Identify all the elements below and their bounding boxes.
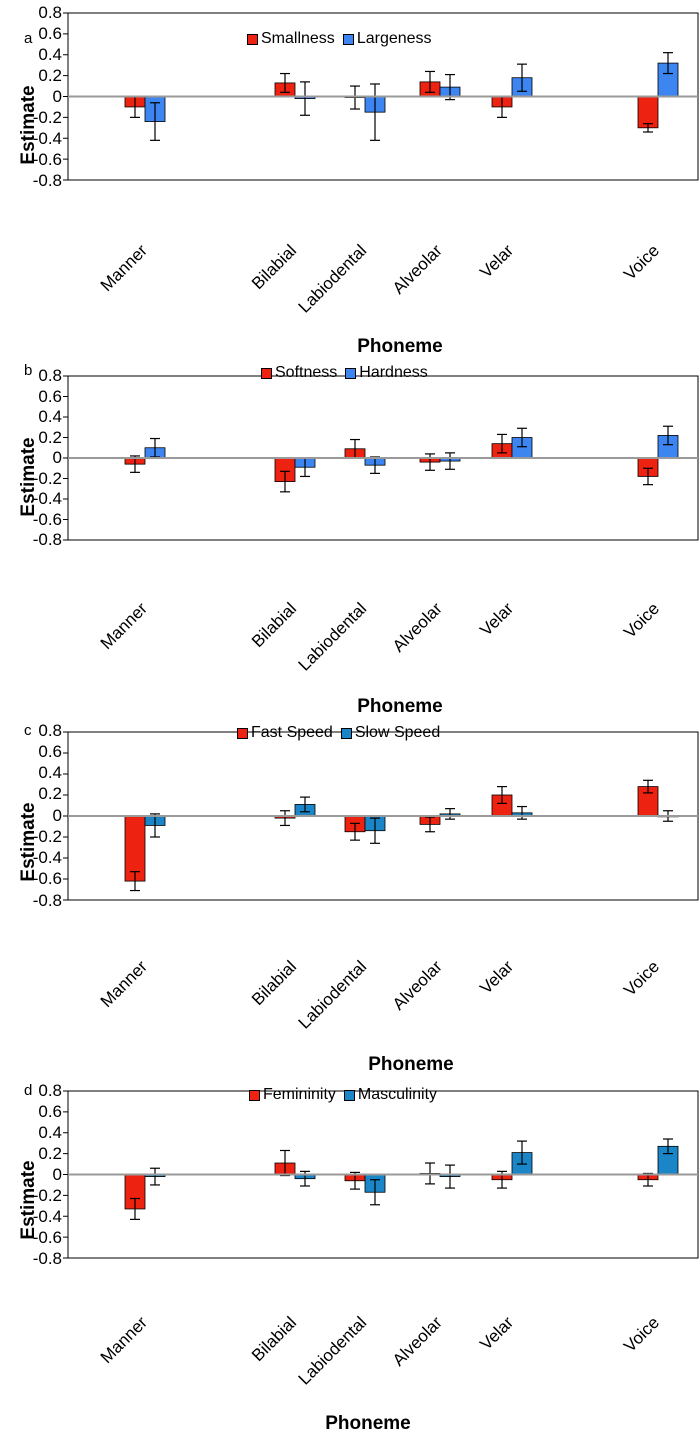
y-tick-label: 0 [52, 87, 62, 106]
y-tick-label: 0.8 [38, 721, 62, 740]
legend-swatch-2 [342, 33, 354, 45]
y-tick-label: 0.4 [38, 1123, 62, 1142]
chart-panel-c: c Estimate Phoneme Fast Speed Slow Speed… [0, 721, 699, 1075]
legend-swatch-1 [249, 1089, 260, 1101]
legend-label-1: Fast Speed [251, 724, 333, 741]
y-tick-label: -0.2 [32, 469, 62, 488]
legend: Fast Speed Slow Speed [237, 724, 448, 742]
chart-panel-b: b Estimate Phoneme Softness Hardness 0.8… [0, 362, 699, 717]
legend-item-1: Fast Speed [237, 724, 333, 742]
x-axis-label: Phoneme [357, 336, 443, 357]
legend-label-2: Hardness [359, 364, 428, 381]
legend-item-1: Femininity [249, 1086, 336, 1104]
y-tick-label: -0.8 [32, 1249, 62, 1268]
y-tick-label: 0.2 [38, 428, 62, 447]
plot-area [63, 1090, 699, 1259]
y-tick-label: 0.6 [38, 742, 62, 761]
y-tick-label: 0.8 [38, 3, 62, 22]
y-tick-label: 0.8 [38, 1081, 62, 1100]
y-tick-label: -0.6 [32, 150, 62, 169]
y-tick-label: -0.4 [32, 848, 62, 867]
legend-item-2: Slow Speed [340, 724, 441, 742]
y-tick-label: 0.2 [38, 784, 62, 803]
legend-label-2: Masculinity [357, 1086, 438, 1103]
y-tick-label: 0.6 [38, 1102, 62, 1121]
legend-swatch-1 [247, 33, 258, 45]
plot-area [63, 731, 699, 901]
y-tick-label: 0.8 [38, 366, 62, 385]
x-axis-label: Phoneme [368, 1054, 454, 1075]
y-tick-label: -0.2 [32, 108, 62, 127]
legend-item-1: Smallness [247, 30, 335, 48]
chart-panel-a: a Estimate Phoneme Smallness Largeness 0… [0, 0, 699, 357]
legend: Smallness Largeness [247, 30, 440, 48]
legend-label-1: Smallness [261, 30, 335, 47]
y-tick-label: 0.6 [38, 387, 62, 406]
plot-area [63, 12, 699, 181]
y-tick-label: 0.2 [38, 66, 62, 85]
legend-swatch-2 [345, 367, 357, 379]
y-tick-label: -0.8 [32, 891, 62, 910]
legend: Femininity Masculinity [249, 1086, 445, 1104]
y-tick-label: -0.2 [32, 1186, 62, 1205]
panel-letter: d [24, 1082, 33, 1099]
y-tick-label: -0.6 [32, 1228, 62, 1247]
legend-label-2: Largeness [356, 30, 432, 47]
legend-swatch-1 [261, 367, 272, 379]
panel-letter: b [24, 362, 33, 379]
y-tick-label: 0.2 [38, 1144, 62, 1163]
panel-letter: c [24, 722, 32, 739]
legend-label-1: Femininity [263, 1086, 336, 1103]
legend-swatch-2 [340, 727, 352, 739]
y-tick-label: 0.4 [38, 407, 62, 426]
y-tick-label: 0.6 [38, 24, 62, 43]
legend-swatch-1 [237, 727, 248, 739]
legend-item-1: Softness [261, 364, 337, 382]
y-tick-label: -0.6 [32, 510, 62, 529]
legend-item-2: Hardness [345, 364, 428, 382]
panel-letter: a [24, 30, 33, 47]
legend-item-2: Masculinity [343, 1086, 438, 1104]
legend-label-2: Slow Speed [354, 724, 441, 741]
y-tick-label: -0.4 [32, 489, 62, 508]
x-axis-label: Phoneme [325, 1413, 411, 1434]
y-tick-label: 0 [52, 1165, 62, 1184]
y-tick-label: -0.4 [32, 1207, 62, 1226]
y-tick-label: -0.8 [32, 171, 62, 190]
x-axis-label: Phoneme [357, 696, 443, 717]
plot-area [63, 375, 699, 541]
y-tick-label: -0.2 [32, 827, 62, 846]
legend: Softness Hardness [261, 364, 436, 382]
y-tick-label: 0.4 [38, 763, 62, 782]
y-tick-label: 0 [52, 448, 62, 467]
y-tick-label: -0.4 [32, 129, 62, 148]
y-tick-label: -0.6 [32, 869, 62, 888]
legend-swatch-2 [343, 1089, 355, 1101]
y-tick-label: -0.8 [32, 530, 62, 549]
legend-item-2: Largeness [342, 30, 432, 48]
y-tick-label: 0.4 [38, 45, 62, 64]
legend-label-1: Softness [275, 364, 338, 381]
chart-panel-d: d Estimate Phoneme Femininity Masculinit… [0, 1081, 699, 1434]
y-tick-label: 0 [52, 806, 62, 825]
